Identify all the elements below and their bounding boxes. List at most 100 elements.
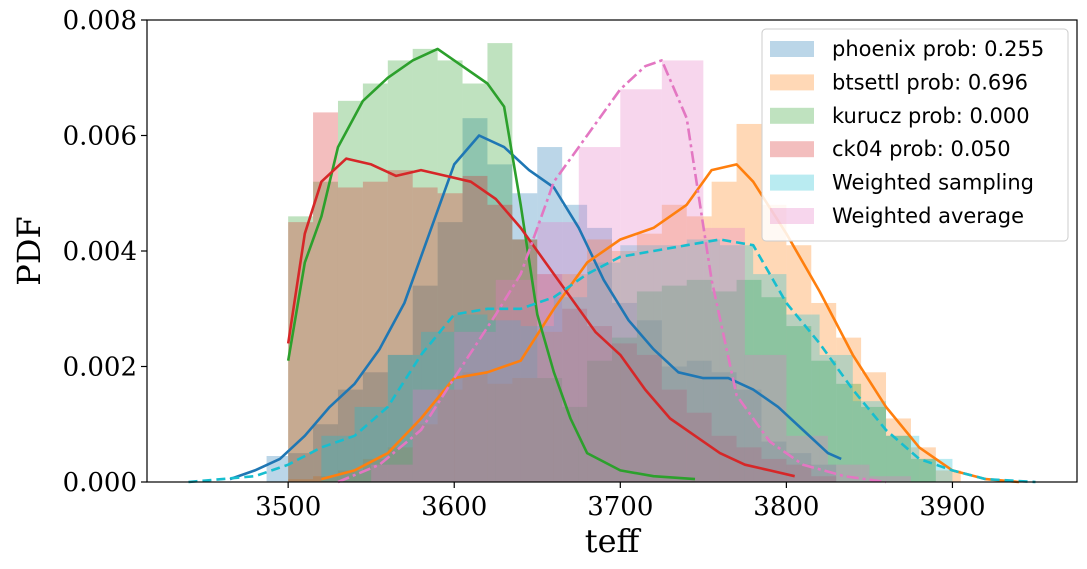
kurucz-histogram-bar <box>337 100 363 482</box>
weighted-histogram-bar <box>819 354 853 482</box>
x-tick-label: 3500 <box>255 492 321 522</box>
weighted-histogram-bar <box>786 314 820 482</box>
kurucz-histogram-bar <box>811 360 837 482</box>
btsettl-histogram-bar <box>935 470 961 482</box>
btsettl-histogram-bar <box>387 447 413 482</box>
phoenix-histogram-bar <box>313 424 338 482</box>
phoenix-legend-swatch <box>770 41 814 57</box>
btsettl-histogram-bar <box>811 302 837 482</box>
btsettl-histogram-bar <box>512 378 538 482</box>
btsettl-histogram-bar <box>437 389 463 482</box>
kurucz-histogram-bar <box>537 378 563 482</box>
ck04-histogram-bar <box>811 476 837 482</box>
weighted-histogram-bar <box>620 89 662 483</box>
kurucz-histogram-bar <box>886 435 911 482</box>
ck04-histogram-bar <box>686 412 712 482</box>
phoenix-histogram-bar <box>562 204 588 483</box>
weighted-histogram-bar <box>495 279 538 482</box>
ck04-histogram-bar <box>661 389 687 482</box>
weighted-histogram-bar <box>454 331 496 482</box>
x-axis: 3500 3600 3700 3800 3900 <box>255 482 986 522</box>
weighted-histogram-bar <box>661 60 704 483</box>
y-tick-label: 0.004 <box>63 237 137 267</box>
btsettl-histogram-bar <box>587 239 612 482</box>
kurucz-histogram-bar <box>587 360 612 482</box>
btsettl-histogram-bar <box>288 479 314 482</box>
ck04-histogram-bar <box>487 204 513 483</box>
phoenix-histogram-bar <box>761 441 787 482</box>
phoenix-legend-label: phoenix prob: 0.255 <box>832 37 1044 61</box>
weighted-histogram-bar <box>371 464 413 482</box>
phoenix-histogram-bar <box>811 464 837 482</box>
x-tick-label: 3700 <box>587 492 653 522</box>
ck04-histogram-bar <box>437 193 463 482</box>
ck04-legend-label: ck04 prob: 0.050 <box>832 137 1011 161</box>
btsettl-histogram-bar <box>786 245 812 482</box>
btsettl-histogram-bar <box>462 372 488 482</box>
btsettl-histogram-bar <box>861 372 887 482</box>
weighted-histogram-bar <box>387 354 422 482</box>
kde-lines <box>188 47 1036 484</box>
weighted-histogram-bar <box>421 331 455 482</box>
weighted-histogram-bar <box>827 464 870 482</box>
phoenix-histogram-bar <box>487 164 513 482</box>
kurucz-histogram-bar <box>910 458 936 482</box>
x-tick-label: 3900 <box>919 492 985 522</box>
y-tick-label: 0.008 <box>63 6 137 36</box>
kurucz-histogram-bar <box>636 291 662 482</box>
ck04-histogram-bar <box>562 308 588 482</box>
phoenix-histogram-bar <box>711 372 737 482</box>
weighted-histogram-bar <box>869 476 911 482</box>
kurucz-histogram-bar <box>686 279 712 482</box>
phoenix-histogram-bar <box>661 366 687 482</box>
ck04-histogram-bar <box>636 354 662 482</box>
weighted-histogram-bar <box>852 401 887 482</box>
phoenix-histogram-bar <box>512 193 538 482</box>
ck04-histogram-bar <box>462 175 488 483</box>
ck04-histogram-bar <box>612 343 637 482</box>
weighted-histogram-bar <box>719 245 754 482</box>
kurucz-kde-line <box>286 47 696 481</box>
legend: phoenix prob: 0.255 btsettl prob: 0.696 ku… <box>761 28 1069 242</box>
phoenix-histogram-bar <box>462 118 488 483</box>
x-axis-label: teff <box>585 522 642 560</box>
btsettl-histogram-bar <box>711 181 737 482</box>
weighted-kde-line <box>188 238 1036 484</box>
y-axis-label: PDF <box>10 216 48 285</box>
kurucz-histogram-bar <box>861 406 887 482</box>
weighted-histogram-bar <box>578 147 621 483</box>
weighted-histogram-bar <box>919 458 953 482</box>
ck04-histogram-bar <box>362 181 388 482</box>
weighted-kde-line <box>337 59 887 484</box>
weighted-histogram-bar <box>744 354 787 482</box>
btsettl-kde-line <box>321 163 1020 484</box>
btsettl-histogram-bar <box>337 470 363 482</box>
btsettl-legend-label: btsettl prob: 0.696 <box>832 70 1028 94</box>
ck04-histogram-bar <box>537 274 563 482</box>
y-tick-label: 0.006 <box>63 122 137 152</box>
weighted-legend-swatch <box>770 208 814 224</box>
x-tick-label: 3600 <box>421 492 487 522</box>
btsettl-histogram-bar <box>612 251 637 482</box>
weighted-histogram-bar <box>537 222 579 482</box>
kurucz-histogram-bar <box>836 383 862 482</box>
phoenix-histogram-bar <box>612 302 637 482</box>
kurucz-histogram-bar <box>736 279 762 482</box>
legend-box <box>761 28 1069 242</box>
weighted-legend-label: Weighted average <box>832 204 1024 228</box>
btsettl-histogram-bar <box>487 383 513 482</box>
y-tick-label: 0.000 <box>63 468 137 498</box>
histogram-bars <box>266 43 961 483</box>
x-tick-label: 3800 <box>753 492 819 522</box>
btsettl-histogram-bar <box>886 418 911 482</box>
ck04-legend-swatch <box>770 141 814 158</box>
btsettl-histogram-bar <box>362 458 388 482</box>
phoenix-histogram-bar <box>437 222 463 482</box>
weighted-histogram-bar <box>454 314 488 482</box>
weighted-histogram-bar <box>786 435 828 482</box>
phoenix-histogram-bar <box>686 360 712 482</box>
kurucz-histogram-bar <box>362 83 388 483</box>
phoenix-histogram-bar <box>337 389 363 482</box>
phoenix-histogram-bar <box>786 453 812 482</box>
